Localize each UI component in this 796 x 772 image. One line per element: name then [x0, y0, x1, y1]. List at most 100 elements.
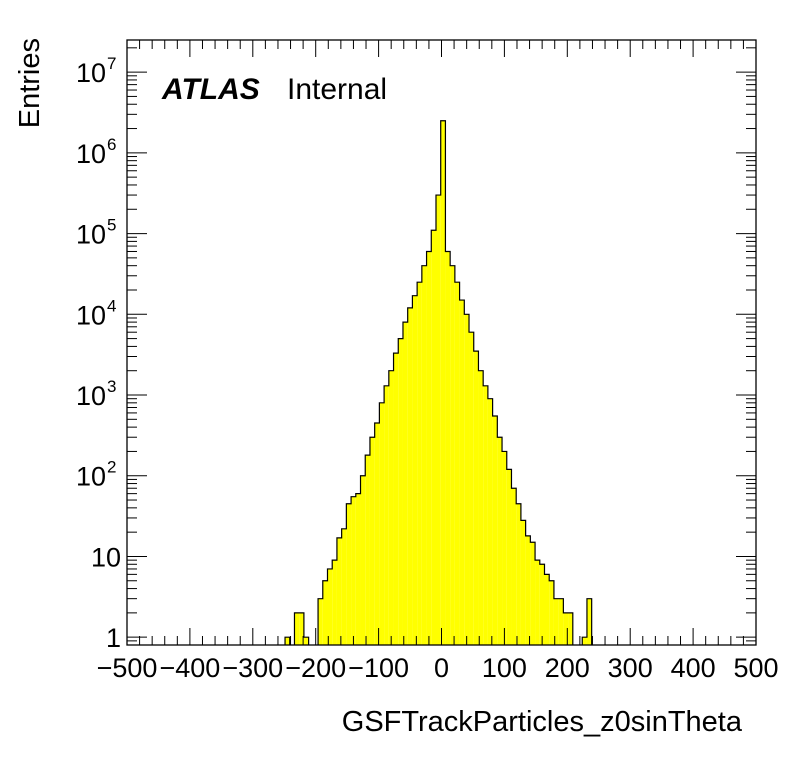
histogram-bin [322, 580, 328, 645]
internal-label: Internal [287, 73, 387, 106]
histogram-bin [568, 612, 573, 645]
y-axis-label: Entries [14, 38, 46, 128]
x-tick-label: −200 [285, 653, 346, 683]
x-tick-label: 400 [671, 653, 716, 683]
histogram-bin [445, 251, 451, 645]
y-tick-label: 10 [76, 300, 106, 330]
histogram-bin [516, 503, 521, 645]
histogram-bin [435, 195, 441, 645]
y-tick-label: 10 [76, 462, 106, 492]
axis-ticks [126, 40, 757, 646]
y-tick-label: 10 [76, 58, 106, 88]
histogram-bin [454, 282, 460, 645]
histogram-bin [544, 574, 550, 645]
histogram-bin [469, 332, 474, 645]
histogram-bin [440, 120, 446, 645]
histogram-bin [502, 451, 507, 645]
histogram-bin [582, 637, 587, 645]
histogram-bin [426, 251, 432, 645]
x-tick-label: 300 [608, 653, 653, 683]
x-axis-label: GSFTrackParticles_z0sinTheta [342, 706, 743, 738]
y-tick-label: 10 [76, 139, 106, 169]
histogram-step-line [293, 612, 310, 645]
histogram-bin [431, 230, 436, 645]
y-tick-label: 1 [106, 623, 121, 653]
histogram-bin [388, 370, 394, 645]
histogram-bin [365, 455, 370, 645]
histogram-bin [327, 568, 333, 645]
y-tick-label: 10 [91, 542, 121, 572]
histogram-bin [586, 598, 592, 645]
histogram-bin [402, 322, 408, 645]
histogram-bin [478, 370, 484, 645]
histogram-bin [360, 475, 366, 645]
histogram-bin [379, 402, 385, 645]
histogram-step-line [317, 120, 574, 645]
histogram-bin [511, 488, 517, 645]
y-tick-label: 10 [76, 220, 106, 250]
histogram-bin [384, 385, 389, 645]
histogram-bin [473, 351, 479, 645]
histogram-bin [285, 637, 290, 645]
y-tick-label: 10 [76, 381, 106, 411]
y-tick-exponent: 4 [107, 296, 116, 315]
x-tick-labels: −500 −400 −300 −200 −100 0 100 200 300 400 500 [97, 653, 779, 683]
histogram-bin [341, 528, 347, 645]
x-tick-label: −300 [222, 653, 283, 683]
x-tick-label: 100 [482, 653, 527, 683]
histogram-bin [412, 295, 418, 645]
histogram-bin [318, 598, 323, 645]
y-tick-exponent: 6 [107, 135, 116, 154]
histogram-bin [299, 612, 304, 645]
histogram-bin [369, 437, 375, 645]
histogram-bin [374, 423, 380, 645]
histogram-bin [535, 560, 540, 645]
y-tick-exponent: 2 [107, 458, 116, 477]
x-tick-label: −500 [97, 653, 158, 683]
histogram-bin [483, 385, 488, 645]
x-tick-label: −100 [348, 653, 409, 683]
histogram-bin [351, 496, 356, 645]
y-tick-exponent: 7 [107, 54, 116, 73]
plot-frame [126, 39, 757, 646]
x-tick-label: 500 [733, 653, 778, 683]
histogram-bin [346, 503, 352, 645]
histogram-bin [520, 520, 526, 645]
histogram-bin [407, 307, 413, 645]
histogram-bin [303, 637, 309, 645]
histogram-bin [506, 469, 512, 645]
histogram-bin [553, 598, 559, 645]
histogram-step-line [284, 636, 291, 645]
histogram-bin [530, 542, 536, 645]
histogram-outline [284, 120, 593, 645]
histogram-bin [336, 537, 342, 645]
x-tick-label: 200 [545, 653, 590, 683]
histogram-bin [549, 580, 554, 645]
histogram-bin [558, 598, 564, 645]
histogram-bin [539, 564, 545, 645]
histogram-bin [497, 437, 503, 645]
histogram-bin [421, 265, 427, 645]
y-tick-exponent: 5 [107, 216, 116, 235]
x-tick-label: −400 [159, 653, 220, 683]
histogram-bin [492, 415, 498, 645]
histogram-bin [459, 300, 465, 645]
histogram-bin [294, 612, 300, 645]
y-tick-exponent: 3 [107, 377, 116, 396]
histogram-bin [398, 338, 403, 645]
histogram-bin [450, 265, 455, 645]
histogram-bin [393, 353, 399, 645]
atlas-label: ATLAS [161, 73, 260, 106]
histogram-bin [487, 398, 493, 645]
histogram-bin [355, 493, 361, 645]
histogram-bars [285, 120, 592, 645]
histogram-bin [332, 560, 337, 645]
histogram-bin [464, 314, 470, 645]
histogram-bin [417, 282, 422, 645]
x-tick-label: 0 [434, 653, 449, 683]
histogram-step-line [581, 598, 593, 645]
histogram-bin [563, 612, 569, 645]
histogram-bin [525, 535, 531, 645]
